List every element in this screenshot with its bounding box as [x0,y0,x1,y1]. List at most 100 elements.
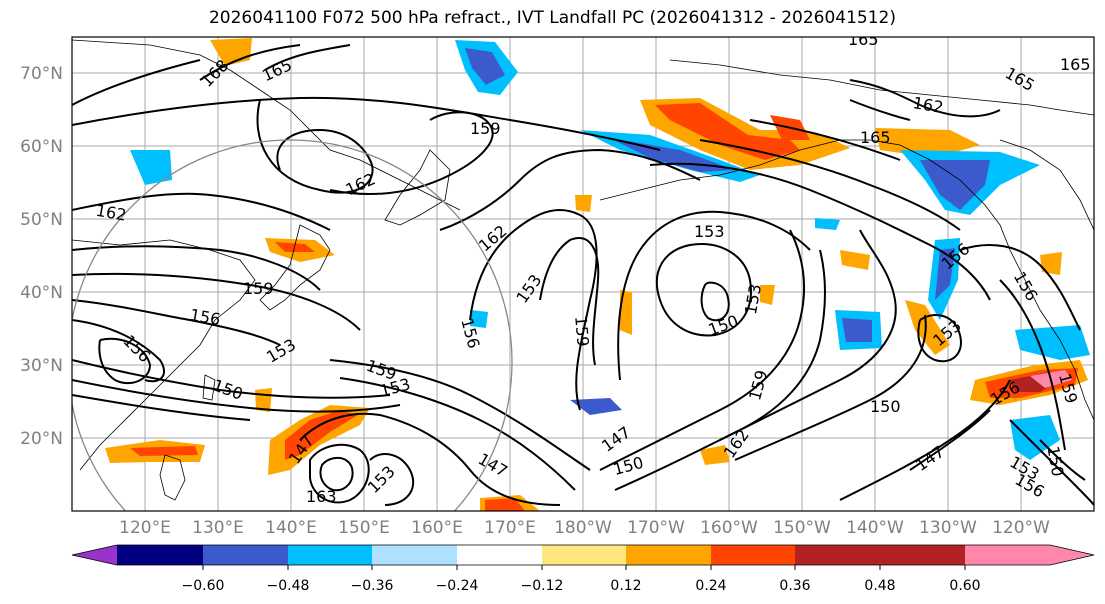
colorbar-segment [457,545,542,565]
contour-line [329,359,591,471]
lon-label: 160°W [700,518,758,538]
contour-line [72,245,321,291]
lon-label: 160°E [411,518,463,538]
colorbar-segment [626,545,711,565]
contour-line [309,443,370,504]
lon-label: 150°W [773,518,831,538]
colorbar-segment [372,545,457,565]
colorbar-segment [117,545,203,565]
colorbar-darkred-segment [880,545,965,565]
lat-label-60n: 60°N [20,137,63,157]
shade-darkblue-westcoast [935,248,955,300]
contour-line [72,394,251,421]
contour-line [369,453,415,506]
colorbar-tick-label: −0.36 [351,578,394,594]
contour-line [839,379,1011,501]
contour-line [655,243,752,337]
lon-label: 180°W [554,518,612,538]
contour-label: 165 [860,128,891,147]
contour-line [72,192,331,231]
contour-line [439,148,701,231]
contour-line [299,412,561,506]
contour-line [617,210,811,381]
shade-red-typhoon [285,410,358,460]
colorbar-tick-label: −0.12 [521,578,564,594]
colorbar-tick-label: 0.12 [610,578,641,594]
contour-line [264,44,351,71]
lat-label-20n: 20°N [20,429,63,449]
latitude-labels: 70°N 60°N 50°N 40°N 30°N 20°N [20,64,63,449]
contour-line [72,299,281,346]
lon-label: 140°E [265,518,317,538]
contour-line [539,237,600,366]
contour-label: 150 [870,397,901,416]
colorbar-tick-label: 0.60 [949,578,980,594]
contour-line [959,244,1081,331]
lon-label: 130°E [192,518,244,538]
colorbar-tick-label: −0.60 [182,578,225,594]
lat-label-30n: 30°N [20,356,63,376]
colorbar-segment [288,545,372,565]
contour-line [700,281,730,322]
shade-blue-w3 [815,218,840,230]
shade-darkblue-gulf [920,160,990,210]
contour-label: 163 [306,487,337,506]
shade-orange-e1 [840,250,870,270]
lon-label: 150°E [338,518,390,538]
shade-red-japan [275,242,315,252]
coast-aleutians [599,139,901,201]
colorbar-pink-segment [965,545,1050,565]
colorbar-tick-label: 0.48 [864,578,895,594]
lat-label-50n: 50°N [20,210,63,230]
shade-orange-w5 [1040,252,1062,275]
contour-line [72,359,391,399]
contour-line [339,377,576,491]
shade-orange-east-mid [905,300,950,355]
contour-line [649,162,991,301]
shade-blue-w1 [130,150,172,185]
shade-darkblue-north [465,48,505,85]
contour-line [98,337,152,385]
contour-line [849,99,911,121]
shade-orange-e2 [760,285,775,305]
contour-line [329,111,494,195]
shade-orange-mid-pac [620,290,632,335]
contour-line [469,209,598,411]
contour-label: 153 [694,222,725,241]
lon-label: 120°E [119,518,171,538]
coast-taiwan [202,374,216,401]
colorbar-extend-left [72,545,117,565]
contour-line [599,229,806,471]
shade-blue-w2 [470,310,488,328]
contour-line [749,119,901,161]
shade-red-se-asia [130,446,198,456]
contour-line [699,139,961,231]
map-frame [71,36,1095,512]
contour-line [614,249,826,491]
longitude-labels: 120°E 130°E 140°E 150°E 160°E 170°E 180°… [119,518,1050,538]
coast-bc-wa [899,144,1094,421]
contour-label: 159 [470,119,501,138]
coast-canada [999,139,1094,231]
contour-line [1039,439,1086,481]
lat-label-40n: 40°N [20,283,63,303]
lon-label: 170°E [484,518,536,538]
colorbar-tick-label: −0.48 [267,578,310,594]
colorbar-segment [542,545,626,565]
contour-line [72,96,661,151]
colorbar: −0.60 −0.48 −0.36 −0.24 −0.12 0.12 0.24 … [71,544,1095,594]
coast-japan [259,224,331,311]
colorbar-segment [711,545,795,565]
contour-line [719,229,897,441]
lon-label: 140°W [846,518,904,538]
contour-line [256,99,374,194]
contour-line [917,314,962,363]
colorbar-tick-label: 0.24 [695,578,726,594]
shade-blue-south-cal [1010,415,1060,460]
contour-line [72,379,401,413]
colorbar-segment [795,545,880,565]
colorbar-outline [71,544,1095,566]
coast-philippines [159,454,186,501]
shade-blue-mid-pac [570,398,622,415]
